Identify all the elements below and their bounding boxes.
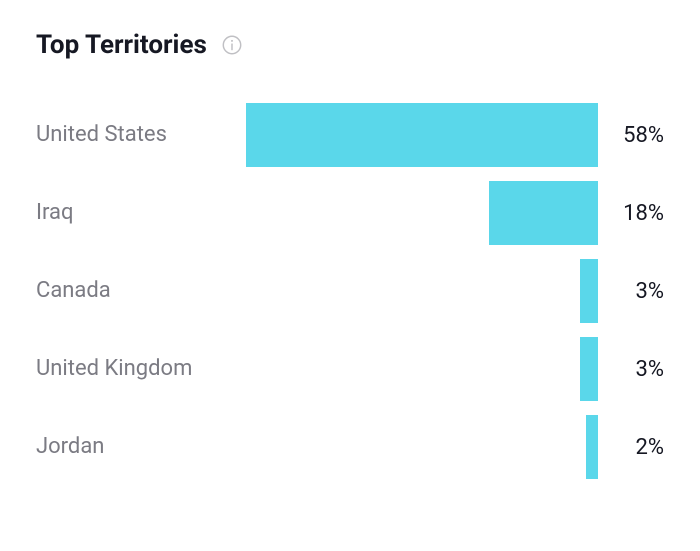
- territory-label: United States: [36, 122, 246, 148]
- chart-header: Top Territories: [36, 30, 664, 60]
- territory-value: 2%: [598, 435, 664, 460]
- territory-value: 18%: [598, 201, 664, 226]
- chart-row: United Kingdom 3%: [36, 330, 664, 408]
- info-icon[interactable]: [221, 34, 243, 56]
- bar-track: [246, 259, 598, 323]
- territory-label: Iraq: [36, 200, 246, 226]
- territory-value: 3%: [598, 357, 664, 382]
- bar: [580, 337, 598, 401]
- territory-label: United Kingdom: [36, 356, 246, 382]
- bar-track: [246, 415, 598, 479]
- chart-row: Iraq 18%: [36, 174, 664, 252]
- territories-bar-chart: United States 58% Iraq 18% Canada 3% Uni…: [36, 96, 664, 486]
- chart-title: Top Territories: [36, 30, 207, 60]
- chart-row: Jordan 2%: [36, 408, 664, 486]
- bar: [246, 103, 598, 167]
- bar-track: [246, 103, 598, 167]
- bar-track: [246, 337, 598, 401]
- territory-value: 58%: [598, 123, 664, 148]
- chart-row: United States 58%: [36, 96, 664, 174]
- bar: [580, 259, 598, 323]
- bar: [586, 415, 598, 479]
- bar: [489, 181, 598, 245]
- territory-label: Jordan: [36, 434, 246, 460]
- territory-label: Canada: [36, 278, 246, 304]
- territory-value: 3%: [598, 279, 664, 304]
- bar-track: [246, 181, 598, 245]
- chart-row: Canada 3%: [36, 252, 664, 330]
